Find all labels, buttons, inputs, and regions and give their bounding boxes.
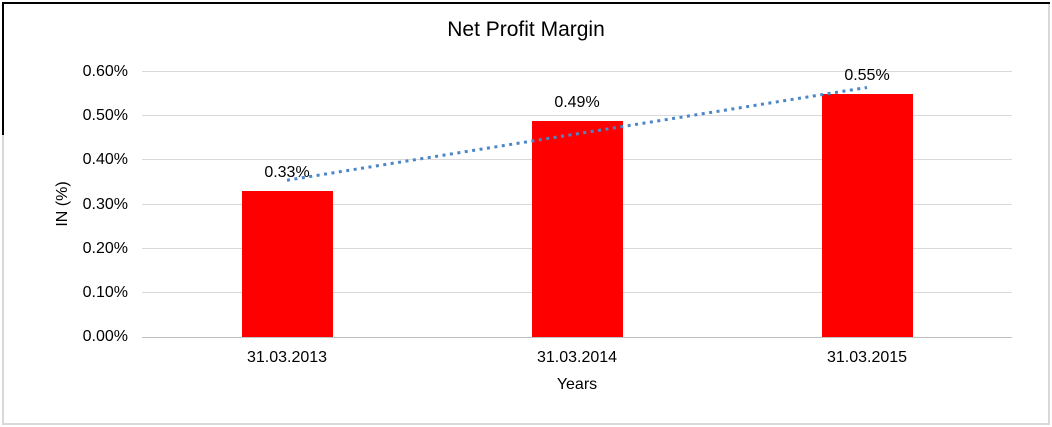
bar <box>241 191 333 337</box>
y-tick-label: 0.60% <box>82 63 128 80</box>
y-tick-label: 0.00% <box>82 328 128 345</box>
bar <box>821 94 913 337</box>
y-tick-label: 0.40% <box>82 151 128 169</box>
chart-border-left-accent <box>2 2 4 135</box>
x-axis-title: Years <box>556 376 598 393</box>
x-category-label: 31.03.2015 <box>826 349 908 366</box>
x-category-label: 31.03.2013 <box>246 349 328 366</box>
y-tick-label: 0.20% <box>82 239 128 257</box>
gridline <box>142 71 1012 72</box>
trendline <box>286 85 868 182</box>
chart-border-top-accent <box>2 2 1050 4</box>
y-tick-label: 0.30% <box>82 195 128 213</box>
plot-area <box>142 71 1012 338</box>
data-label: 0.55% <box>844 67 890 85</box>
x-category-label: 31.03.2014 <box>536 349 618 366</box>
y-tick-label: 0.10% <box>82 283 128 301</box>
chart-title: Net Profit Margin <box>447 18 605 41</box>
x-axis-line <box>142 337 1012 338</box>
data-label: 0.49% <box>554 93 600 111</box>
bar <box>531 120 623 337</box>
gridline <box>142 115 1012 117</box>
y-tick-label: 0.50% <box>82 107 128 125</box>
data-label: 0.33% <box>264 164 310 182</box>
